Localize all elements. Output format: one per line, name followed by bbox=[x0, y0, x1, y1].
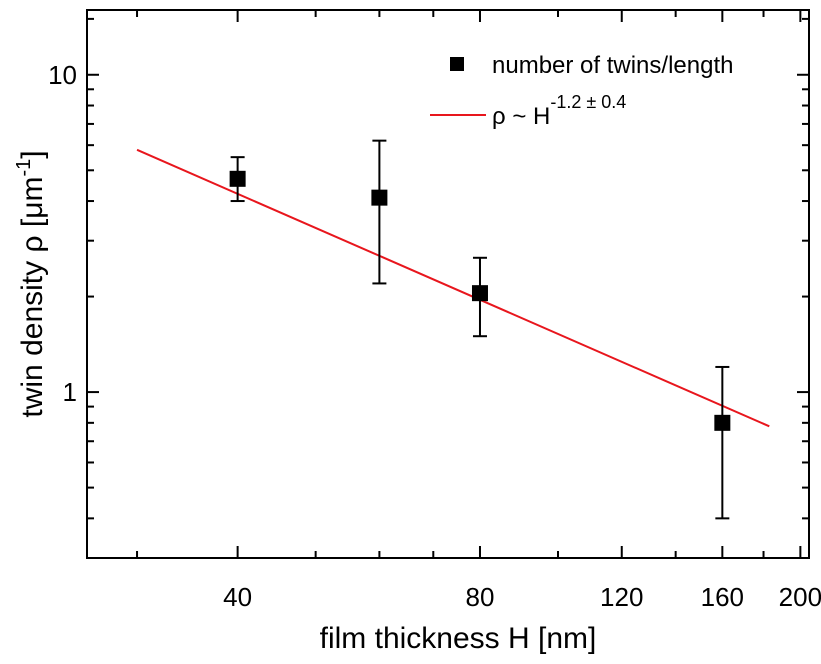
legend-label-data: number of twins/length bbox=[492, 52, 733, 79]
legend-label-fit-exponent: -1.2 ± 0.4 bbox=[550, 92, 626, 112]
data-point bbox=[471, 285, 488, 302]
x-tick-label: 120 bbox=[600, 582, 643, 612]
data-point-group bbox=[229, 139, 731, 520]
legend-label-fit-main: ρ ~ H bbox=[492, 103, 550, 130]
data-point bbox=[714, 414, 731, 431]
y-axis-title-exponent: -1 bbox=[13, 159, 35, 177]
plot-frame bbox=[86, 9, 810, 559]
legend: number of twins/length ρ ~ H-1.2 ± 0.4 bbox=[430, 52, 733, 130]
y-axis-title-tail: ] bbox=[16, 150, 49, 158]
legend-label-fit: ρ ~ H-1.2 ± 0.4 bbox=[492, 92, 626, 130]
data-point bbox=[229, 170, 246, 187]
legend-marker-square bbox=[450, 57, 464, 71]
y-axis-title: twin density ρ [μm-1] bbox=[13, 150, 49, 417]
data-point bbox=[371, 189, 388, 206]
x-axis-title: film thickness H [nm] bbox=[320, 622, 597, 655]
fit-line-group bbox=[136, 148, 770, 428]
x-tick-label: 80 bbox=[466, 582, 495, 612]
tick-group: 40 80 120 160 200 1 10 bbox=[48, 10, 821, 612]
x-tick-label: 40 bbox=[223, 582, 252, 612]
x-tick-label: 200 bbox=[779, 582, 821, 612]
fit-line bbox=[136, 148, 770, 428]
y-axis-title-main: twin density ρ [μm bbox=[16, 177, 49, 418]
y-tick-label: 10 bbox=[48, 60, 77, 90]
y-tick-label: 1 bbox=[63, 377, 77, 407]
x-tick-label: 160 bbox=[701, 582, 744, 612]
